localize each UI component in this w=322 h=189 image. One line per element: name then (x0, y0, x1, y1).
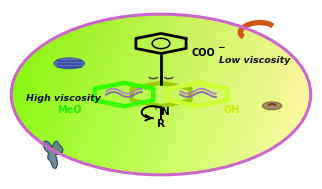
Text: −: − (217, 43, 224, 52)
Text: High viscosity: High viscosity (26, 94, 101, 103)
Text: R: R (157, 119, 165, 129)
Text: $^+$N: $^+$N (151, 105, 171, 118)
Text: Low viscosity: Low viscosity (219, 56, 290, 65)
Text: MeO: MeO (58, 105, 82, 115)
Ellipse shape (54, 58, 84, 69)
Ellipse shape (262, 102, 282, 110)
Text: COO: COO (192, 48, 215, 58)
Text: OH: OH (224, 105, 240, 115)
Polygon shape (43, 141, 63, 168)
